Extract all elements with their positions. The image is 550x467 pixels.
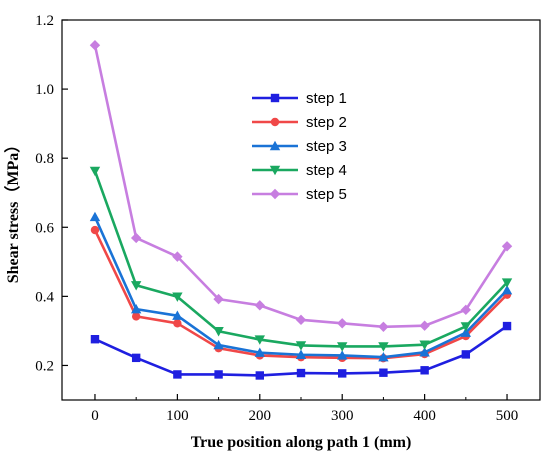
data-point: [337, 350, 348, 360]
x-tick-label: 200: [249, 408, 272, 424]
x-axis-title: True position along path 1 (mm): [191, 434, 412, 451]
data-point: [295, 314, 307, 326]
data-point: [214, 370, 223, 379]
data-point: [213, 339, 224, 350]
data-point: [419, 320, 430, 331]
x-tick-label: 500: [496, 408, 519, 424]
data-point: [419, 347, 430, 357]
data-point: [378, 321, 389, 332]
data-point: [89, 211, 101, 222]
data-point: [378, 342, 389, 352]
data-point: [501, 278, 513, 288]
data-point: [379, 368, 388, 377]
data-point: [173, 319, 182, 328]
legend-item: step 3: [252, 138, 347, 155]
series-layer: [89, 40, 513, 380]
data-point: [254, 347, 265, 357]
data-point: [337, 318, 348, 329]
data-point: [213, 293, 224, 305]
legend-label: step 5: [306, 186, 347, 203]
data-point: [173, 370, 182, 379]
y-tick-label: 0.4: [35, 289, 54, 305]
data-point: [254, 335, 265, 345]
data-point: [254, 300, 265, 311]
data-point: [502, 321, 512, 331]
data-point: [131, 312, 141, 321]
legend-marker: [270, 93, 280, 103]
data-point: [295, 341, 307, 351]
series-4: [89, 166, 513, 352]
data-point: [461, 350, 471, 359]
series-5: [89, 40, 513, 332]
data-point: [130, 303, 142, 314]
data-point: [337, 342, 348, 352]
legend-marker: [269, 188, 281, 200]
data-point: [338, 369, 347, 378]
data-point: [378, 351, 389, 362]
legend: step 1 step 2 step 3 step 4 step 5: [252, 90, 347, 203]
x-tick-label: 100: [166, 408, 189, 424]
data-point: [172, 251, 183, 262]
y-tick-label: 0.8: [35, 151, 54, 167]
data-point: [419, 340, 430, 350]
legend-label: step 2: [306, 114, 347, 131]
legend-item: step 4: [252, 162, 347, 179]
series-line: [93, 229, 508, 360]
data-point: [296, 368, 306, 378]
y-axis-title: Shear stress（MPa）: [4, 137, 22, 284]
data-point: [295, 349, 307, 359]
legend-marker: [269, 140, 281, 151]
legend-marker: [270, 117, 280, 127]
data-point: [460, 327, 472, 337]
data-point: [460, 304, 472, 316]
data-point: [420, 366, 429, 375]
y-tick-label: 1.0: [35, 82, 54, 98]
data-point: [130, 281, 142, 291]
data-point: [89, 166, 101, 177]
series-line: [93, 44, 509, 329]
legend-label: step 4: [306, 162, 347, 179]
x-tick-label: 400: [413, 408, 436, 424]
series-3: [89, 211, 513, 362]
data-point: [131, 353, 141, 363]
legend-item: step 5: [252, 186, 347, 203]
y-tick-label: 0.6: [35, 220, 54, 236]
y-tick-label: 1.2: [35, 13, 54, 29]
x-tick-label: 300: [331, 408, 354, 424]
legend-label: step 1: [306, 90, 347, 107]
data-point: [460, 322, 472, 332]
x-tick-label: 0: [91, 408, 99, 424]
series-1: [90, 321, 512, 380]
legend-item: step 1: [252, 90, 347, 107]
axis-ticks: 0 100 200 300 400 500 0.2 0.4 0.6 0.8 1.0 1.2: [35, 13, 518, 424]
data-point: [172, 310, 183, 320]
legend-item: step 2: [252, 114, 347, 131]
data-point: [90, 225, 100, 235]
data-point: [90, 335, 100, 344]
data-point: [213, 327, 224, 337]
y-tick-label: 0.2: [35, 358, 54, 374]
data-point: [130, 232, 142, 244]
data-point: [501, 241, 513, 252]
legend-marker: [269, 165, 281, 176]
data-point: [501, 284, 513, 295]
legend-label: step 3: [306, 138, 347, 155]
data-point: [89, 40, 101, 51]
data-point: [255, 371, 264, 380]
data-point: [172, 292, 183, 302]
